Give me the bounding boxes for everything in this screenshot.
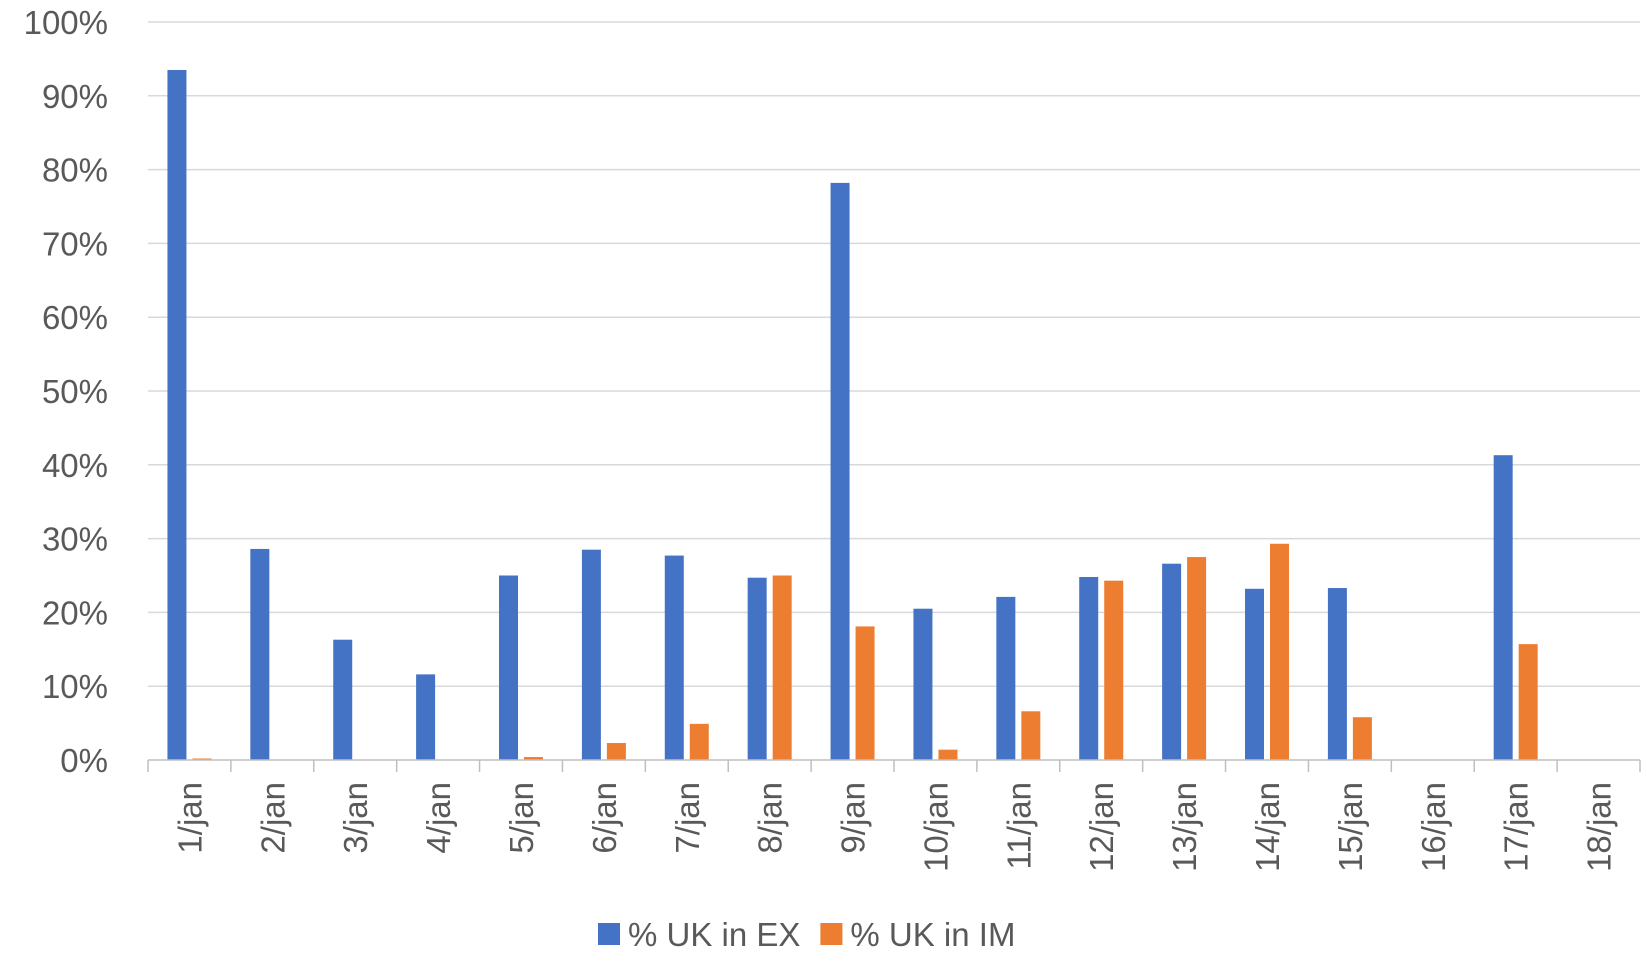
bar-ex xyxy=(664,555,684,760)
x-tick-label: 14/jan xyxy=(1249,782,1286,872)
x-tick-label: 1/jan xyxy=(171,782,208,854)
y-tick-label: 80% xyxy=(42,152,108,189)
bar-ex xyxy=(250,548,270,760)
y-tick-label: 100% xyxy=(24,4,108,41)
bar-im xyxy=(524,757,543,760)
x-tick-label: 16/jan xyxy=(1415,782,1452,872)
bar-im xyxy=(1352,717,1372,760)
x-tick-label: 4/jan xyxy=(420,782,457,854)
y-tick-label: 20% xyxy=(42,594,108,631)
x-tick-label: 18/jan xyxy=(1581,782,1618,872)
bar-im xyxy=(855,626,875,760)
bar-ex xyxy=(913,608,933,760)
x-tick-label: 9/jan xyxy=(835,782,872,854)
bar-ex xyxy=(1327,588,1347,760)
bar-ex xyxy=(996,596,1016,760)
x-tick-label: 6/jan xyxy=(586,782,623,854)
x-tick-label: 8/jan xyxy=(752,782,789,854)
x-tick-label: 10/jan xyxy=(917,782,954,872)
bar-im xyxy=(1187,557,1207,760)
legend-swatch xyxy=(820,923,843,945)
y-tick-label: 60% xyxy=(42,299,108,336)
bar-im xyxy=(1104,580,1124,760)
bar-im xyxy=(1021,711,1041,760)
bar-ex xyxy=(333,639,353,760)
x-tick-label: 11/jan xyxy=(1000,782,1037,869)
legend-item: % UK in IM xyxy=(820,916,1015,953)
x-axis: 1/jan 2/jan 3/jan 4/jan 5/jan 6/jan 7/jan 8/jan… xyxy=(147,759,1641,872)
bar-im xyxy=(606,743,626,760)
bar-im xyxy=(772,575,792,760)
x-tick-label: 13/jan xyxy=(1166,782,1203,872)
legend: % UK in EX % UK in IM xyxy=(598,916,1015,953)
y-tick-label: 50% xyxy=(42,373,108,410)
y-tick-label: 30% xyxy=(42,521,108,558)
bar-ex xyxy=(1493,455,1513,760)
y-tick-label: 70% xyxy=(42,225,108,262)
x-tick-label: 5/jan xyxy=(503,782,540,854)
bar-im xyxy=(1518,644,1538,760)
x-tick-label: 3/jan xyxy=(337,782,374,854)
legend-label: % UK in IM xyxy=(850,916,1015,953)
legend-label: % UK in EX xyxy=(628,916,800,953)
bar-ex xyxy=(747,577,767,760)
x-tick-label: 15/jan xyxy=(1332,782,1369,872)
bar-im xyxy=(938,749,958,760)
y-tick-label: 40% xyxy=(42,447,108,484)
bar-ex xyxy=(1079,576,1099,760)
x-tick-label: 17/jan xyxy=(1498,782,1535,872)
bars xyxy=(167,69,1538,761)
bar-ex xyxy=(499,575,518,760)
bar-ex xyxy=(1162,563,1182,760)
bar-im xyxy=(689,723,709,760)
bar-im xyxy=(1270,543,1289,760)
legend-item: % UK in EX xyxy=(598,916,800,953)
legend-swatch xyxy=(598,923,620,945)
gridlines xyxy=(148,21,1640,687)
bar-ex xyxy=(830,182,850,760)
y-tick-label: 0% xyxy=(60,742,108,779)
bar-ex xyxy=(167,69,187,761)
y-tick-label: 90% xyxy=(42,78,108,115)
bar-ex xyxy=(581,549,601,760)
bar-ex xyxy=(416,674,436,760)
x-tick-label: 2/jan xyxy=(254,782,291,854)
x-tick-label: 12/jan xyxy=(1083,782,1120,872)
x-tick-label: 7/jan xyxy=(669,782,706,854)
y-axis: 0% 10% 20% 30% 40% 50% 60% 70% 80% 90% 100% xyxy=(24,4,108,779)
y-tick-label: 10% xyxy=(42,668,108,705)
bar-ex xyxy=(1245,588,1264,760)
